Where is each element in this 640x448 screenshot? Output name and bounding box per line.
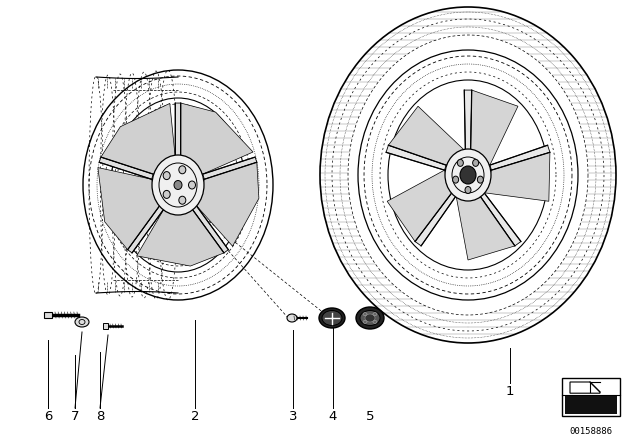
Polygon shape: [464, 90, 472, 151]
Text: 7: 7: [71, 410, 79, 423]
Text: 8: 8: [96, 410, 104, 423]
Polygon shape: [98, 168, 160, 250]
Ellipse shape: [477, 176, 483, 183]
Bar: [44, 312, 52, 318]
Polygon shape: [456, 196, 515, 260]
Polygon shape: [480, 193, 521, 246]
Polygon shape: [386, 145, 446, 170]
Polygon shape: [180, 103, 253, 174]
Polygon shape: [570, 382, 600, 393]
Polygon shape: [388, 106, 465, 165]
Text: 1: 1: [506, 385, 515, 398]
Ellipse shape: [363, 313, 367, 315]
Polygon shape: [415, 193, 456, 246]
Polygon shape: [203, 157, 257, 179]
Polygon shape: [99, 157, 154, 179]
Ellipse shape: [360, 310, 380, 326]
Polygon shape: [470, 90, 518, 165]
Polygon shape: [191, 205, 228, 253]
Ellipse shape: [363, 320, 367, 323]
Bar: [103, 323, 108, 329]
Ellipse shape: [152, 155, 204, 215]
Ellipse shape: [365, 314, 375, 322]
Polygon shape: [127, 205, 164, 253]
Ellipse shape: [179, 166, 186, 174]
Polygon shape: [101, 103, 175, 174]
Polygon shape: [196, 162, 259, 246]
Text: 4: 4: [329, 410, 337, 423]
Ellipse shape: [452, 176, 459, 183]
Polygon shape: [484, 152, 550, 201]
Ellipse shape: [163, 190, 170, 198]
Text: 6: 6: [44, 410, 52, 423]
Ellipse shape: [460, 166, 476, 184]
Ellipse shape: [373, 313, 377, 315]
Text: 00158886: 00158886: [570, 427, 612, 436]
Ellipse shape: [445, 149, 491, 201]
Ellipse shape: [287, 314, 297, 322]
Ellipse shape: [473, 159, 479, 166]
Ellipse shape: [458, 159, 463, 166]
Bar: [565, 396, 617, 414]
Ellipse shape: [179, 196, 186, 204]
Text: 3: 3: [289, 410, 297, 423]
Ellipse shape: [174, 181, 182, 190]
Ellipse shape: [189, 181, 195, 189]
Ellipse shape: [319, 308, 345, 328]
Ellipse shape: [465, 186, 471, 194]
Text: 5: 5: [365, 410, 374, 423]
Ellipse shape: [373, 320, 377, 323]
Ellipse shape: [356, 307, 384, 329]
Ellipse shape: [75, 317, 89, 327]
Polygon shape: [387, 170, 452, 241]
Text: 2: 2: [191, 410, 199, 423]
Ellipse shape: [322, 310, 342, 326]
Polygon shape: [137, 208, 224, 266]
Polygon shape: [175, 103, 180, 158]
Ellipse shape: [163, 172, 170, 180]
Polygon shape: [490, 145, 550, 170]
Bar: [562, 378, 620, 416]
